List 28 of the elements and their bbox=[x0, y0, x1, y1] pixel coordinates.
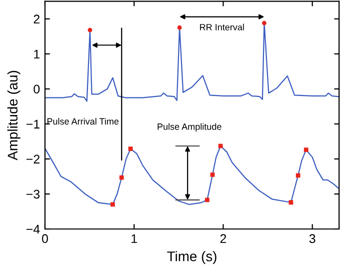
x-axis-title: Time (s) bbox=[167, 251, 216, 264]
point bbox=[110, 202, 115, 207]
x-tick-label: 0 bbox=[42, 234, 48, 244]
x-tick-label: 3 bbox=[309, 234, 316, 244]
annotation: Pulse Amplitude bbox=[158, 123, 222, 132]
y-tick-label: −2 bbox=[26, 154, 40, 164]
point bbox=[177, 25, 182, 30]
point bbox=[119, 175, 124, 180]
line-series bbox=[44, 145, 340, 206]
x-tick-label: 2 bbox=[220, 234, 226, 243]
point bbox=[210, 172, 215, 177]
point bbox=[288, 200, 294, 205]
y-tick-label: −4 bbox=[26, 224, 40, 234]
point bbox=[296, 173, 300, 178]
point bbox=[262, 20, 266, 26]
x-tick-label: 1 bbox=[132, 234, 137, 243]
y-tick-label: −1 bbox=[26, 120, 40, 128]
y-tick-label: 2 bbox=[34, 14, 40, 24]
annotation: RR Interval bbox=[200, 24, 244, 30]
point bbox=[88, 28, 92, 32]
point bbox=[204, 198, 210, 202]
point bbox=[128, 146, 133, 151]
y-tick-label: 0 bbox=[34, 84, 40, 94]
point bbox=[304, 148, 308, 152]
y-tick-label: 1 bbox=[34, 50, 40, 58]
y-axis-title: Amplitude (au) bbox=[7, 70, 20, 160]
annotation: Pulse Arrival Time bbox=[47, 118, 119, 125]
y-tick-label: −3 bbox=[26, 190, 40, 199]
